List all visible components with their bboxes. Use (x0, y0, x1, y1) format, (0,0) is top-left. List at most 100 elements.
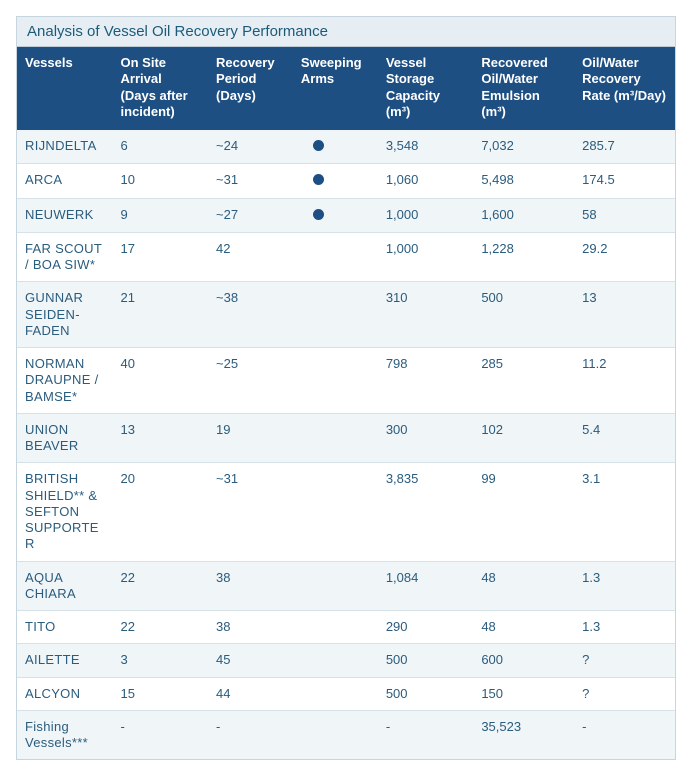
dot-icon (313, 209, 324, 220)
cell-arrival: 21 (113, 282, 209, 348)
cell-rate: - (574, 710, 675, 759)
vessel-performance-table-container: Analysis of Vessel Oil Recovery Performa… (16, 16, 676, 760)
table-row: UNION BEAVER13193001025.4 (17, 413, 675, 463)
cell-period: 38 (208, 561, 293, 611)
cell-arrival: 20 (113, 463, 209, 561)
cell-arrival: 13 (113, 413, 209, 463)
cell-capacity: 1,000 (378, 232, 474, 282)
cell-arrival: 17 (113, 232, 209, 282)
dot-icon (313, 140, 324, 151)
cell-capacity: 1,000 (378, 198, 474, 232)
cell-vessel: UNION BEAVER (17, 413, 113, 463)
cell-rate: 11.2 (574, 348, 675, 414)
cell-capacity: 290 (378, 611, 474, 644)
cell-recovered: 285 (473, 348, 574, 414)
cell-rate: ? (574, 677, 675, 710)
cell-recovered: 1,228 (473, 232, 574, 282)
cell-arrival: 3 (113, 644, 209, 677)
cell-sweeping (293, 232, 378, 282)
cell-vessel: FAR SCOUT / BOA SIW* (17, 232, 113, 282)
table-row: AILETTE345500600? (17, 644, 675, 677)
cell-recovered: 500 (473, 282, 574, 348)
cell-vessel: TITO (17, 611, 113, 644)
cell-capacity: 1,060 (378, 164, 474, 198)
cell-capacity: 798 (378, 348, 474, 414)
cell-capacity: 310 (378, 282, 474, 348)
cell-rate: 1.3 (574, 611, 675, 644)
cell-capacity: 3,548 (378, 130, 474, 164)
cell-rate: 58 (574, 198, 675, 232)
table-row: NEUWERK9~271,0001,60058 (17, 198, 675, 232)
col-arrival: On Site Arrival (Days after incident) (113, 47, 209, 130)
cell-vessel: NORMAN DRAUPNE / BAMSE* (17, 348, 113, 414)
cell-vessel: ALCYON (17, 677, 113, 710)
cell-sweeping (293, 348, 378, 414)
cell-recovered: 99 (473, 463, 574, 561)
cell-recovered: 35,523 (473, 710, 574, 759)
cell-rate: 285.7 (574, 130, 675, 164)
cell-period: 45 (208, 644, 293, 677)
dot-icon (313, 174, 324, 185)
cell-sweeping (293, 282, 378, 348)
cell-recovered: 48 (473, 561, 574, 611)
table-body: RIJNDELTA6~243,5487,032285.7ARCA10~311,0… (17, 130, 675, 759)
cell-rate: 29.2 (574, 232, 675, 282)
table-row: FAR SCOUT / BOA SIW*1742 1,0001,22829.2 (17, 232, 675, 282)
cell-vessel: BRITISH SHIELD** & SEFTON SUPPORTER (17, 463, 113, 561)
cell-arrival: 15 (113, 677, 209, 710)
cell-period: 44 (208, 677, 293, 710)
cell-arrival: - (113, 710, 209, 759)
cell-rate: 3.1 (574, 463, 675, 561)
cell-arrival: 22 (113, 561, 209, 611)
cell-period: ~31 (208, 164, 293, 198)
cell-period: 38 (208, 611, 293, 644)
table-row: GUNNAR SEIDEN-FADEN21~3831050013 (17, 282, 675, 348)
cell-period: ~38 (208, 282, 293, 348)
cell-vessel: ARCA (17, 164, 113, 198)
cell-sweeping (293, 611, 378, 644)
cell-capacity: 500 (378, 644, 474, 677)
cell-sweeping (293, 413, 378, 463)
cell-recovered: 7,032 (473, 130, 574, 164)
cell-sweeping (293, 677, 378, 710)
col-period: Recovery Period (Days) (208, 47, 293, 130)
cell-rate: 1.3 (574, 561, 675, 611)
cell-period: 42 (208, 232, 293, 282)
col-rate: Oil/Water Recovery Rate (m³/Day) (574, 47, 675, 130)
col-sweeping: Sweeping Arms (293, 47, 378, 130)
cell-rate: ? (574, 644, 675, 677)
vessel-performance-table: Vessels On Site Arrival (Days after inci… (17, 47, 675, 759)
cell-period: ~25 (208, 348, 293, 414)
cell-sweeping (293, 463, 378, 561)
cell-capacity: 1,084 (378, 561, 474, 611)
cell-sweeping (293, 130, 378, 164)
col-vessels: Vessels (17, 47, 113, 130)
col-capacity: Vessel Storage Capacity (m³) (378, 47, 474, 130)
cell-recovered: 150 (473, 677, 574, 710)
table-row: NORMAN DRAUPNE / BAMSE*40~2579828511.2 (17, 348, 675, 414)
cell-period: 19 (208, 413, 293, 463)
cell-vessel: NEUWERK (17, 198, 113, 232)
table-row: RIJNDELTA6~243,5487,032285.7 (17, 130, 675, 164)
cell-vessel: Fishing Vessels*** (17, 710, 113, 759)
cell-rate: 5.4 (574, 413, 675, 463)
cell-arrival: 6 (113, 130, 209, 164)
table-row: Fishing Vessels***---35,523- (17, 710, 675, 759)
cell-capacity: 3,835 (378, 463, 474, 561)
table-title: Analysis of Vessel Oil Recovery Performa… (17, 17, 675, 47)
cell-arrival: 10 (113, 164, 209, 198)
cell-period: ~24 (208, 130, 293, 164)
cell-capacity: 300 (378, 413, 474, 463)
cell-recovered: 600 (473, 644, 574, 677)
table-row: BRITISH SHIELD** & SEFTON SUPPORTER20~31… (17, 463, 675, 561)
cell-vessel: GUNNAR SEIDEN-FADEN (17, 282, 113, 348)
cell-sweeping (293, 198, 378, 232)
cell-recovered: 48 (473, 611, 574, 644)
cell-sweeping (293, 561, 378, 611)
cell-sweeping (293, 164, 378, 198)
cell-rate: 174.5 (574, 164, 675, 198)
cell-vessel: AQUA CHIARA (17, 561, 113, 611)
cell-arrival: 9 (113, 198, 209, 232)
cell-arrival: 22 (113, 611, 209, 644)
cell-capacity: 500 (378, 677, 474, 710)
